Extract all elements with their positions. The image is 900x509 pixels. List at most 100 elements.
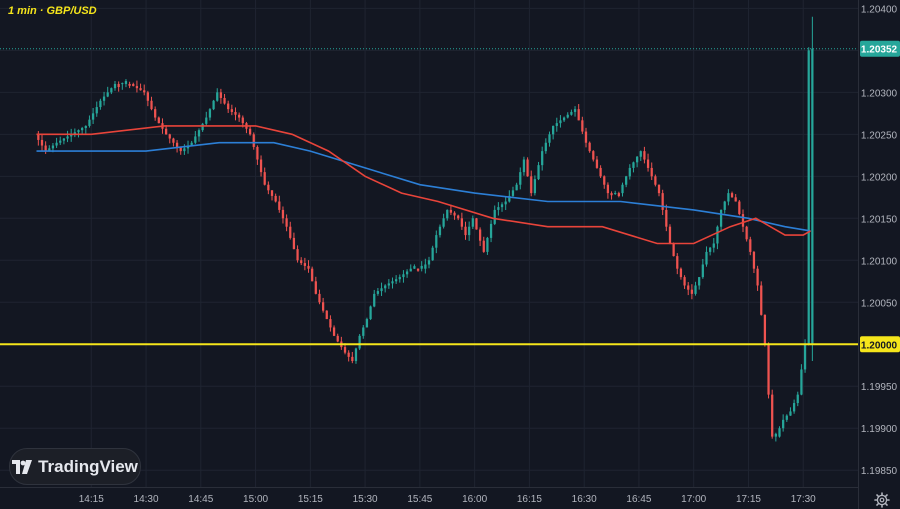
candle-body bbox=[212, 100, 215, 110]
y-tick-label: 1.20150 bbox=[861, 214, 898, 225]
candle-body bbox=[132, 83, 135, 87]
candle-body bbox=[544, 142, 547, 152]
candle-body bbox=[124, 81, 128, 84]
candle-body bbox=[446, 209, 449, 219]
candle-body bbox=[530, 176, 533, 194]
candle-body bbox=[365, 319, 369, 328]
current-price-label: 1.20352 bbox=[861, 45, 898, 56]
candle-body bbox=[468, 226, 471, 236]
candle-body bbox=[533, 179, 537, 194]
candle-body bbox=[48, 148, 51, 152]
candle-body bbox=[785, 415, 788, 420]
candle-body bbox=[102, 96, 106, 101]
candle-body bbox=[734, 197, 737, 202]
candle-body bbox=[679, 268, 683, 278]
candle-body bbox=[672, 243, 675, 257]
candle-body bbox=[570, 111, 573, 115]
candle-body bbox=[234, 111, 237, 115]
candle-body bbox=[424, 264, 427, 269]
candle-body bbox=[113, 83, 117, 89]
candle-body bbox=[730, 193, 734, 198]
candle-body bbox=[497, 207, 500, 210]
x-tick-label: 16:00 bbox=[462, 494, 487, 505]
candle-body bbox=[435, 235, 438, 248]
candle-body bbox=[201, 123, 204, 131]
y-tick-label: 1.19850 bbox=[861, 466, 898, 477]
candle-body bbox=[44, 145, 47, 152]
candle-body bbox=[84, 125, 87, 129]
x-tick-label: 16:30 bbox=[572, 494, 597, 505]
candle-body bbox=[665, 209, 668, 227]
y-tick-label: 1.19900 bbox=[861, 424, 898, 435]
candle-body bbox=[752, 251, 756, 269]
candle-body bbox=[420, 265, 423, 269]
y-tick-label: 1.20100 bbox=[861, 256, 898, 267]
candle-body bbox=[599, 167, 602, 177]
candle-body bbox=[789, 411, 792, 416]
candle-body bbox=[332, 327, 336, 336]
candle-body bbox=[698, 277, 701, 286]
x-tick-label: 15:00 bbox=[243, 494, 268, 505]
candle-body bbox=[172, 138, 175, 143]
moving-average-line bbox=[36, 141, 811, 232]
candle-body bbox=[373, 293, 376, 307]
candle-body bbox=[588, 142, 591, 152]
candle-body bbox=[416, 268, 420, 271]
candle-body bbox=[767, 344, 770, 395]
candle-body bbox=[592, 151, 595, 160]
candle-body bbox=[548, 134, 551, 143]
candle-body bbox=[486, 237, 489, 252]
candle-body bbox=[668, 226, 672, 244]
candle-body bbox=[595, 159, 599, 168]
candle-body bbox=[405, 271, 409, 275]
candle-body bbox=[70, 134, 73, 137]
candle-body bbox=[289, 226, 292, 238]
candle-body bbox=[398, 277, 401, 280]
candle-body bbox=[259, 159, 263, 173]
candle-body bbox=[81, 128, 84, 131]
candle-body bbox=[464, 226, 467, 236]
candle-body bbox=[687, 285, 690, 290]
candle-body bbox=[238, 114, 241, 118]
candle-body bbox=[705, 251, 708, 265]
candle-body bbox=[584, 131, 588, 143]
candle-body bbox=[617, 193, 620, 197]
candle-body bbox=[763, 314, 767, 345]
tradingview-logo[interactable]: TradingView bbox=[9, 448, 141, 485]
level-price-label: 1.20000 bbox=[861, 340, 898, 351]
candle-body bbox=[756, 268, 759, 286]
candle-body bbox=[318, 293, 321, 303]
candle-body bbox=[778, 428, 781, 437]
candle-body bbox=[519, 172, 522, 185]
candle-body bbox=[573, 109, 577, 112]
candle-body bbox=[625, 176, 628, 185]
x-tick-label: 17:00 bbox=[681, 494, 706, 505]
gear-icon[interactable] bbox=[874, 492, 890, 508]
candle-body bbox=[139, 88, 142, 91]
candle-body bbox=[621, 184, 624, 194]
y-tick-label: 1.20050 bbox=[861, 298, 898, 309]
candle-body bbox=[712, 243, 715, 248]
candle-body bbox=[362, 327, 365, 336]
candle-body bbox=[727, 193, 730, 202]
candle-body bbox=[267, 184, 270, 191]
candle-body bbox=[91, 113, 95, 120]
candle-body bbox=[73, 132, 76, 135]
candle-body bbox=[610, 193, 613, 196]
candle-body bbox=[771, 394, 774, 437]
candle-body bbox=[55, 142, 58, 146]
candle-body bbox=[278, 201, 281, 210]
candle-body bbox=[117, 83, 120, 88]
candle-body bbox=[387, 283, 390, 286]
candle-body bbox=[128, 83, 131, 86]
candle-body bbox=[216, 92, 219, 101]
candle-body bbox=[500, 204, 504, 208]
brand-name: TradingView bbox=[38, 456, 138, 476]
chart-title: 1 min · GBP/USD bbox=[8, 5, 97, 17]
candle-body bbox=[654, 176, 657, 185]
candle-body bbox=[701, 264, 704, 278]
candle-body bbox=[307, 265, 310, 269]
candle-body bbox=[438, 226, 442, 236]
